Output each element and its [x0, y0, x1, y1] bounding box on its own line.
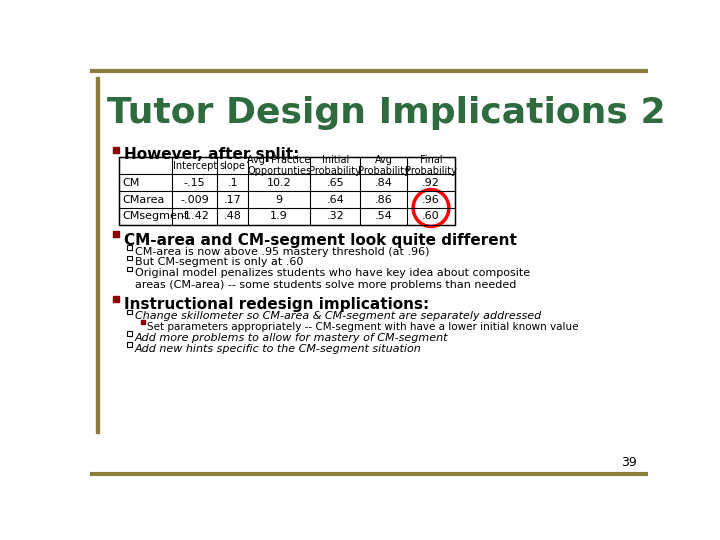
Text: .48: .48 [224, 212, 241, 221]
Text: .86: .86 [375, 194, 392, 205]
Text: Add new hints specific to the CM-segment situation: Add new hints specific to the CM-segment… [135, 343, 422, 354]
Text: Intercept: Intercept [173, 161, 217, 171]
Bar [120, 157, 455, 225]
Bar [141, 320, 145, 325]
Text: .96: .96 [422, 194, 440, 205]
Text: CM: CM [122, 178, 140, 187]
Text: .1: .1 [228, 178, 238, 187]
Bar [113, 231, 120, 237]
Bar [127, 256, 132, 260]
Text: slope: slope [220, 161, 246, 171]
Bar [113, 296, 120, 302]
Text: CM-area is now above .95 mastery threshold (at .96): CM-area is now above .95 mastery thresho… [135, 247, 429, 256]
Bar [127, 309, 132, 314]
Bar [96, 77, 99, 433]
Text: .32: .32 [326, 212, 344, 221]
Bar [113, 147, 120, 153]
Text: But CM-segment is only at .60: But CM-segment is only at .60 [135, 257, 303, 267]
Text: .84: .84 [375, 178, 392, 187]
Bar [127, 342, 132, 347]
Text: Initial
Probability: Initial Probability [310, 155, 361, 177]
Text: Avg  Practice
Opportunties: Avg Practice Opportunties [247, 155, 311, 177]
Bar [127, 245, 132, 249]
Text: CM-area and CM-segment look quite different: CM-area and CM-segment look quite differ… [124, 233, 517, 248]
Text: -.009: -.009 [180, 194, 209, 205]
Text: Tutor Design Implications 2: Tutor Design Implications 2 [107, 96, 666, 130]
Text: .60: .60 [422, 212, 440, 221]
Text: .64: .64 [326, 194, 344, 205]
Text: However, after split:: However, after split: [124, 147, 300, 162]
Text: 10.2: 10.2 [266, 178, 292, 187]
Text: Instructional redesign implications:: Instructional redesign implications: [124, 298, 429, 312]
Text: Set parameters appropriately -- CM-segment with have a lower initial known value: Set parameters appropriately -- CM-segme… [148, 322, 579, 332]
Bar [127, 267, 132, 271]
Text: Final
Probability: Final Probability [405, 155, 457, 177]
Text: .17: .17 [224, 194, 241, 205]
Text: 1.9: 1.9 [270, 212, 288, 221]
Text: -1.42: -1.42 [180, 212, 209, 221]
Text: Add more problems to allow for mastery of CM-segment: Add more problems to allow for mastery o… [135, 333, 449, 343]
Text: .54: .54 [375, 212, 392, 221]
Text: CMsegment: CMsegment [122, 212, 189, 221]
Text: 9: 9 [276, 194, 283, 205]
Text: Original model penalizes students who have key idea about composite
areas (CM-ar: Original model penalizes students who ha… [135, 268, 530, 289]
Text: Change skillometer so CM-area & CM-segment are separately addressed: Change skillometer so CM-area & CM-segme… [135, 311, 541, 321]
Bar [127, 331, 132, 336]
Text: -.15: -.15 [184, 178, 205, 187]
Text: CMarea: CMarea [122, 194, 165, 205]
Text: 39: 39 [621, 456, 636, 469]
Text: Avg
Probability: Avg Probability [358, 155, 410, 177]
Text: .65: .65 [326, 178, 344, 187]
Text: .92: .92 [422, 178, 440, 187]
